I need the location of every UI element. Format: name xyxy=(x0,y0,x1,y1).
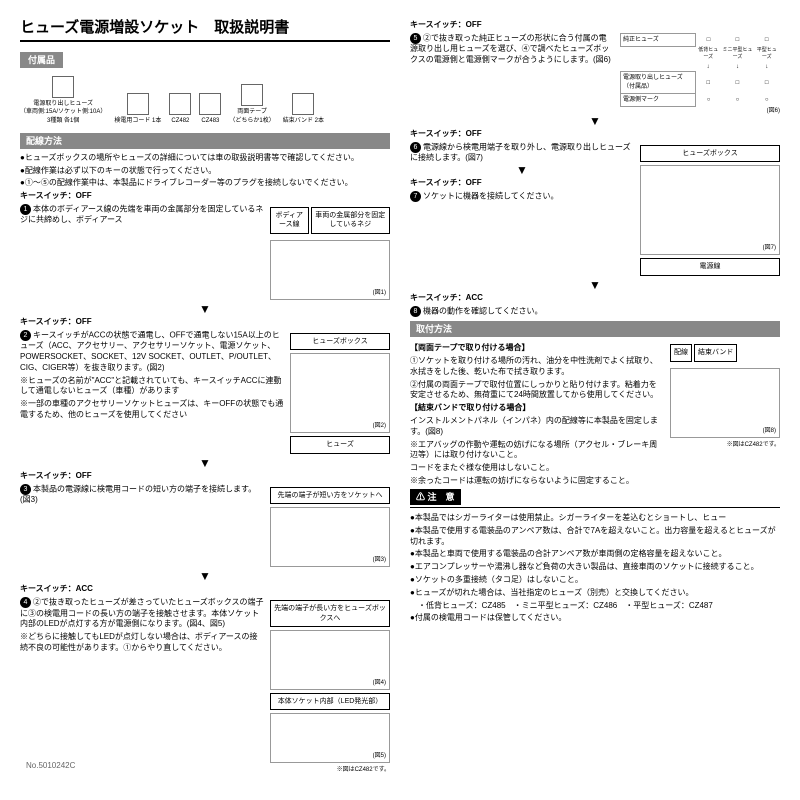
figure: (図1) xyxy=(270,240,390,300)
figure: (図5) xyxy=(270,713,390,763)
arrow-icon: ▼ xyxy=(20,568,390,584)
warning-item: ●本製品ではシガーライターは使用禁止。シガーライターを差込むとショートし、ヒュー xyxy=(410,513,780,524)
step-text: ②で抜き取ったヒューズが差さっていたヒューズボックスの端子に③の検電用コードの長… xyxy=(20,598,264,629)
step-text: ソケットに機器を接続してください。 xyxy=(423,192,559,201)
fuse-icon xyxy=(52,76,74,98)
section-install: 取付方法 xyxy=(410,321,780,337)
parts-list: 電源取り出しヒューズ（車両側:15A/ソケット側:10A）3種類 各1個 検電用… xyxy=(20,76,390,124)
key-state: キースイッチ：OFF xyxy=(20,471,390,482)
key-state: キースイッチ：OFF xyxy=(410,178,634,189)
step-num: 4 xyxy=(20,597,31,608)
socket-icon xyxy=(199,93,221,115)
arrow-icon: ▼ xyxy=(410,113,780,129)
key-state: キースイッチ：ACC xyxy=(20,584,390,595)
step-text: キースイッチがACCの状態で通電し、OFFで通電しない15A以上のヒューズ（AC… xyxy=(20,330,280,371)
tape-icon xyxy=(241,84,263,106)
cord-icon xyxy=(127,93,149,115)
document-number: No.5010242C xyxy=(26,761,75,772)
key-state: キースイッチ：ACC xyxy=(410,293,780,304)
step-num: 7 xyxy=(410,191,421,202)
note: ※どちらに接触してもLEDが点灯しない場合は、ボディアースの接続不良の可能性があ… xyxy=(20,632,264,654)
tie-icon xyxy=(292,93,314,115)
section-wiring: 配線方法 xyxy=(20,133,390,149)
warning-item: ・低背ヒューズ：CZ485 ・ミニ平型ヒューズ：CZ486 ・平型ヒューズ：CZ… xyxy=(418,601,780,612)
warning-item: ●本製品で使用する電装品のアンペア数は、合計で7Aを超えないこと。出力容量を超え… xyxy=(410,526,780,548)
step-num: 5 xyxy=(410,33,421,44)
arrow-icon: ▼ xyxy=(20,301,390,317)
note: ※一部の車種のアクセサリーソケットヒューズは、キーOFFの状態でも通電するため、… xyxy=(20,399,284,421)
warning-item: ●本製品と車両で使用する電装品の合計アンペア数が車両側の定格容量を超えないこと。 xyxy=(410,549,780,560)
note: ●①～⑤の配線作業中は、本製品にドライブレコーダー等のプラグを接続しないでくださ… xyxy=(20,178,390,189)
section-accessories: 付属品 xyxy=(20,52,63,68)
key-state: キースイッチ：OFF xyxy=(410,129,780,140)
key-state: キースイッチ：OFF xyxy=(20,191,390,202)
figure: (図3) xyxy=(270,507,390,567)
step-num: 3 xyxy=(20,484,31,495)
step-num: 8 xyxy=(410,306,421,317)
figure: (図4) xyxy=(270,630,390,690)
step-text: 電源線から検電用端子を取り外し、電源取り出しヒューズに接続します。(図7) xyxy=(410,142,631,162)
warning-item: ●ヒューズが切れた場合は、当社指定のヒューズ（別売）と交換してください。 xyxy=(410,588,780,599)
step-text: 本製品の電源線に検電用コードの短い方の端子を接続します。(図3) xyxy=(20,484,256,504)
key-state: キースイッチ：OFF xyxy=(20,317,390,328)
arrow-icon: ▼ xyxy=(410,162,634,178)
warning-header: ⚠ 注 意 xyxy=(410,489,461,505)
step-num: 2 xyxy=(20,330,31,341)
step-text: 本体のボディアース線の先端を車両の金属部分を固定しているネジに共締めし、ボディア… xyxy=(20,205,263,225)
socket-icon xyxy=(169,93,191,115)
step-num: 1 xyxy=(20,204,31,215)
page-title: ヒューズ電源増設ソケット 取扱説明書 xyxy=(20,18,390,42)
arrow-icon: ▼ xyxy=(410,277,780,293)
note: ●配線作業は必ず以下のキーの状態で行ってください。 xyxy=(20,166,390,177)
note: ※ヒューズの名前が"ACC"と記載されていても、キースイッチACCに連動して通電… xyxy=(20,376,284,398)
note: ●ヒューズボックスの場所やヒューズの詳細については車の取扱説明書等で確認してくだ… xyxy=(20,153,390,164)
key-state: キースイッチ：OFF xyxy=(410,20,780,31)
warning-item: ●付属の検電用コードは保管してください。 xyxy=(410,613,780,624)
warning-item: ●エアコンプレッサーや湯沸し器など負荷の大きい製品は、直接車両のソケットに接続す… xyxy=(410,562,780,573)
arrow-icon: ▼ xyxy=(20,455,390,471)
part-label: 電源取り出しヒューズ xyxy=(20,100,106,108)
step-text: 機器の動作を確認してください。 xyxy=(423,306,543,315)
step-num: 6 xyxy=(410,142,421,153)
step-text: ②で抜き取った純正ヒューズの形状に合う付属の電源取り出し用ヒューズを選び、④で調… xyxy=(410,33,611,64)
figure: (図8) xyxy=(670,368,780,438)
figure: (図2) xyxy=(290,353,390,433)
figure: (図7) xyxy=(640,165,780,255)
warning-item: ●ソケットの多重接続（タコ足）はしないこと。 xyxy=(410,575,780,586)
